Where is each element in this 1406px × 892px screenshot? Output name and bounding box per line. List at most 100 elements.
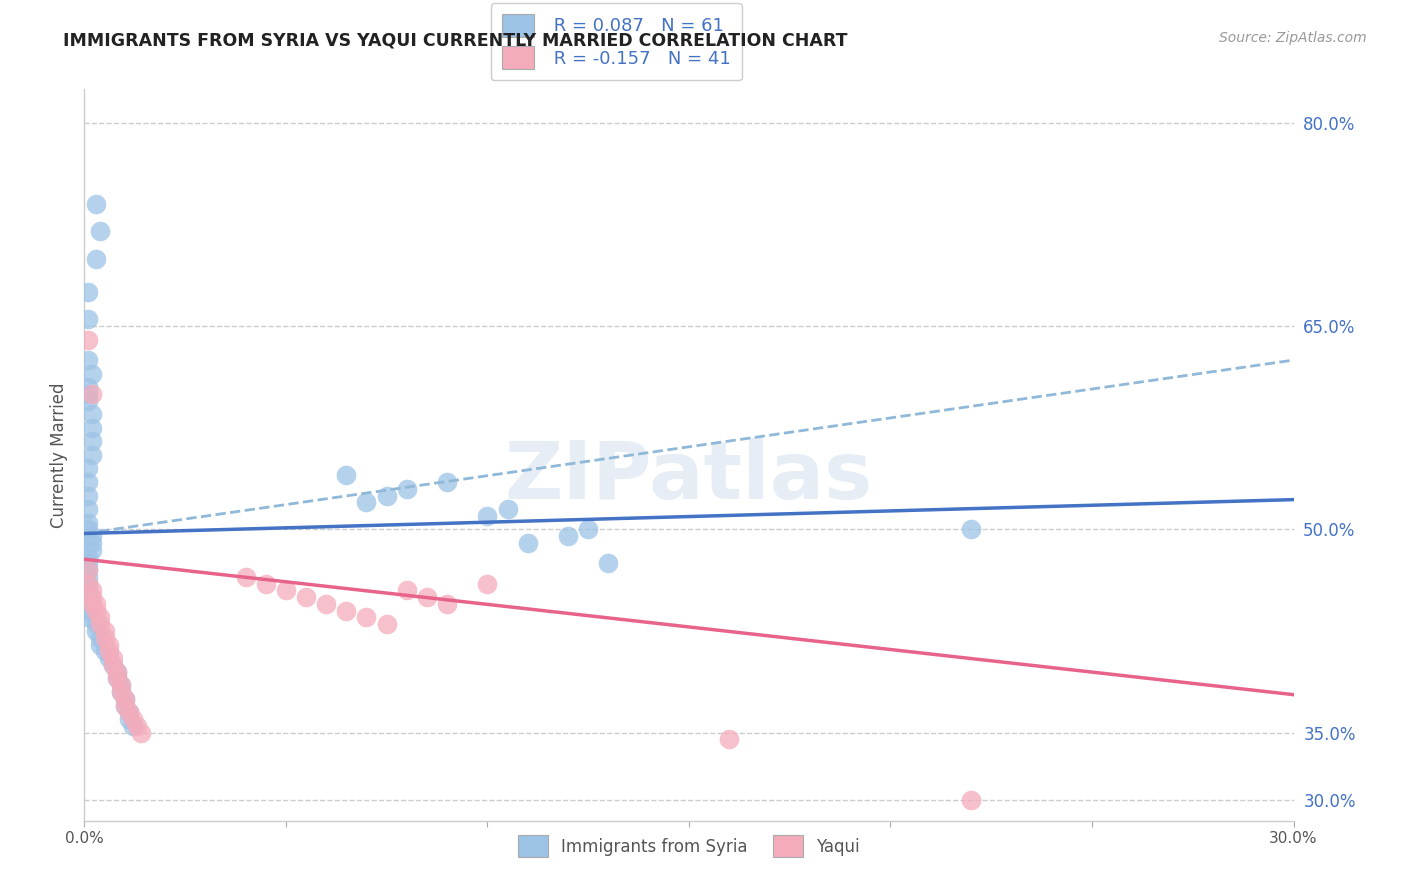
Point [718,732,741,747]
Point [436,475,458,489]
Point [93,624,115,638]
Point [82,536,104,550]
Point [118,706,141,720]
Point [77,333,100,347]
Point [77,475,100,489]
Point [125,719,148,733]
Point [375,489,398,503]
Point [82,597,104,611]
Point [77,610,100,624]
Point [356,495,378,509]
Point [77,576,100,591]
Point [274,583,297,598]
Point [77,576,100,591]
Point [335,604,357,618]
Legend: Immigrants from Syria, Yaqui: Immigrants from Syria, Yaqui [512,829,866,863]
Point [129,725,152,739]
Point [105,665,128,679]
Point [86,197,108,211]
Point [77,563,100,577]
Point [86,252,108,266]
Text: Source: ZipAtlas.com: Source: ZipAtlas.com [1219,31,1367,45]
Point [105,665,128,679]
Text: ZIPatlas: ZIPatlas [505,438,873,516]
Point [295,590,318,604]
Point [82,583,104,598]
Point [496,502,519,516]
Point [93,631,115,645]
Point [557,529,579,543]
Point [77,489,100,503]
Point [395,482,418,496]
Point [77,597,100,611]
Point [235,570,257,584]
Point [477,508,499,523]
Point [114,698,136,713]
Point [97,651,120,665]
Point [82,542,104,557]
Point [77,312,100,326]
Point [77,570,100,584]
Point [93,644,115,658]
Point [114,691,136,706]
Point [105,672,128,686]
Point [77,516,100,530]
Point [82,407,104,421]
Point [82,590,104,604]
Point [89,638,111,652]
Point [960,523,983,537]
Point [118,712,141,726]
Point [82,421,104,435]
Point [110,678,132,692]
Point [375,617,398,632]
Point [89,610,111,624]
Point [118,706,141,720]
Point [77,387,100,401]
Point [121,712,143,726]
Point [77,590,100,604]
Point [77,583,100,598]
Point [77,393,100,408]
Point [82,529,104,543]
Point [89,631,111,645]
Point [86,617,108,632]
Point [436,597,458,611]
Point [82,448,104,462]
Point [86,624,108,638]
Point [77,549,100,564]
Point [315,597,337,611]
Point [356,610,378,624]
Point [77,604,100,618]
Point [77,556,100,570]
Point [416,590,439,604]
Point [77,461,100,475]
Point [82,387,104,401]
Point [121,719,143,733]
Point [110,685,132,699]
Point [477,576,499,591]
Point [86,604,108,618]
Point [516,536,538,550]
Point [89,617,111,632]
Point [97,644,120,658]
Point [576,523,599,537]
Point [254,576,277,591]
Point [77,285,100,300]
Point [82,434,104,449]
Point [110,678,132,692]
Point [960,793,983,807]
Point [97,638,120,652]
Point [101,651,124,665]
Point [335,468,357,483]
Point [82,367,104,381]
Text: IMMIGRANTS FROM SYRIA VS YAQUI CURRENTLY MARRIED CORRELATION CHART: IMMIGRANTS FROM SYRIA VS YAQUI CURRENTLY… [63,31,848,49]
Point [114,691,136,706]
Point [101,657,124,672]
Point [77,353,100,368]
Point [395,583,418,598]
Point [598,556,620,570]
Point [77,523,100,537]
Point [114,698,136,713]
Point [89,224,111,238]
Point [77,380,100,394]
